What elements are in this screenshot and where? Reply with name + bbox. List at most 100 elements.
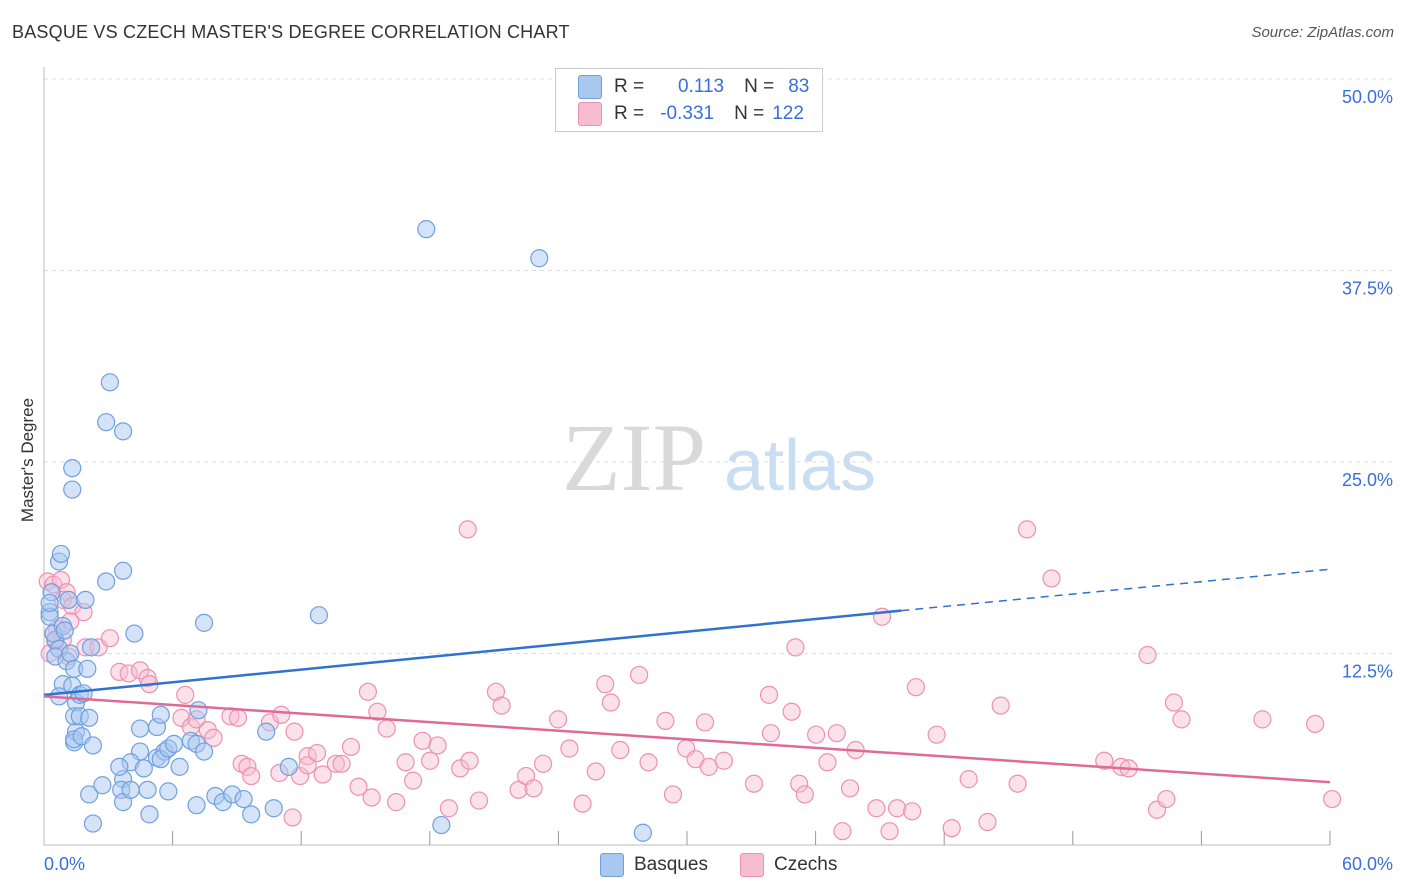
czech-point xyxy=(601,693,620,712)
tick-labels: 12.5% 25.0% 37.5% 50.0% 0.0% 60.0% xyxy=(44,87,1393,874)
basque-point xyxy=(83,736,103,755)
watermark-atlas: atlas xyxy=(724,426,876,506)
basque-point xyxy=(80,708,99,727)
czech-point xyxy=(509,780,528,799)
czech-point xyxy=(362,788,381,807)
y-axis-label: Master's Degree xyxy=(18,397,37,523)
czech-point xyxy=(232,754,251,773)
czech-point xyxy=(524,779,543,798)
czech-point xyxy=(238,757,257,776)
basque-point xyxy=(134,759,153,778)
basque-point xyxy=(309,606,329,625)
basque-point xyxy=(279,757,298,776)
czech-point xyxy=(349,777,368,796)
czech-trend-line xyxy=(43,695,1331,784)
chart-title: BASQUE VS CZECH MASTER'S DEGREE CORRELAT… xyxy=(12,22,570,42)
basque-point xyxy=(164,734,184,753)
czech-point xyxy=(176,685,195,704)
y-tick-label-1: 25.0% xyxy=(1342,470,1393,490)
czech-point xyxy=(341,737,361,757)
y-tick-label-0: 12.5% xyxy=(1342,662,1393,682)
basques-n-value: 83 xyxy=(788,76,810,97)
basques-swatch xyxy=(578,75,602,99)
basque-point xyxy=(187,796,206,815)
basque-point xyxy=(194,742,214,761)
basque-point xyxy=(242,805,261,824)
basque-point xyxy=(55,621,74,640)
basque-point xyxy=(40,593,59,613)
czech-point xyxy=(451,759,470,778)
basque-point xyxy=(93,776,112,795)
czech-point xyxy=(172,708,191,727)
basque-point xyxy=(110,757,129,776)
czech-point xyxy=(887,799,907,818)
czech-point xyxy=(942,819,961,838)
czech-point xyxy=(119,664,138,683)
czech-point xyxy=(782,702,801,721)
basque-point xyxy=(189,701,208,720)
czech-point xyxy=(1157,789,1176,809)
czechs-n-label: N = xyxy=(734,103,765,124)
czech-point xyxy=(761,724,781,743)
czech-point xyxy=(313,765,332,784)
czech-point xyxy=(486,682,506,701)
czech-point xyxy=(439,799,458,818)
czech-point xyxy=(377,719,396,738)
basque-point xyxy=(121,780,140,799)
czech-point xyxy=(285,722,304,741)
basque-point xyxy=(530,249,549,268)
basque-point xyxy=(159,782,178,801)
czech-point xyxy=(714,751,733,770)
czech-point xyxy=(827,724,846,743)
basque-point xyxy=(170,757,189,776)
czech-point xyxy=(790,774,809,793)
basques-legend-label: Basques xyxy=(634,854,708,875)
czech-point xyxy=(903,802,922,821)
legend-item-basques: Basques xyxy=(600,852,708,878)
basque-point xyxy=(63,459,82,478)
czech-point xyxy=(298,756,317,775)
czech-point xyxy=(596,675,615,694)
czechs-swatch xyxy=(578,102,602,126)
czech-point xyxy=(629,665,649,685)
czech-point xyxy=(744,774,764,793)
czech-point xyxy=(818,753,837,772)
czech-point xyxy=(368,702,387,721)
czech-point xyxy=(413,731,432,750)
basque-point xyxy=(125,624,144,643)
czech-point xyxy=(1253,710,1272,729)
basque-points xyxy=(40,220,652,842)
czech-point xyxy=(326,754,345,773)
basque-point xyxy=(113,561,133,580)
czech-point xyxy=(358,682,378,701)
watermark-zip: ZIP xyxy=(562,404,706,511)
czech-point xyxy=(492,696,511,715)
czech-point xyxy=(1172,710,1191,729)
czech-point xyxy=(533,754,553,773)
basque-point xyxy=(81,638,101,657)
basque-point xyxy=(234,789,253,809)
axes xyxy=(43,67,1331,846)
basque-point xyxy=(78,659,97,678)
czech-point xyxy=(991,696,1010,715)
basque-point xyxy=(61,644,80,663)
basque-point xyxy=(63,480,82,499)
czechs-n-value: 122 xyxy=(772,103,804,124)
czech-point xyxy=(283,808,302,827)
czech-point xyxy=(460,751,479,770)
czech-point xyxy=(1095,751,1114,770)
czech-point xyxy=(795,785,814,804)
czech-point xyxy=(130,661,150,680)
y-tick-label-3: 50.0% xyxy=(1342,87,1393,107)
czech-point xyxy=(1017,520,1037,539)
basques-legend-swatch xyxy=(600,853,624,877)
czech-point xyxy=(759,685,779,704)
basque-point xyxy=(76,590,95,609)
czech-point xyxy=(786,638,805,657)
trend-lines xyxy=(43,568,1331,784)
czech-point xyxy=(272,705,291,724)
czech-point xyxy=(927,725,946,744)
basque-point xyxy=(140,805,159,824)
czech-point xyxy=(1323,789,1342,809)
